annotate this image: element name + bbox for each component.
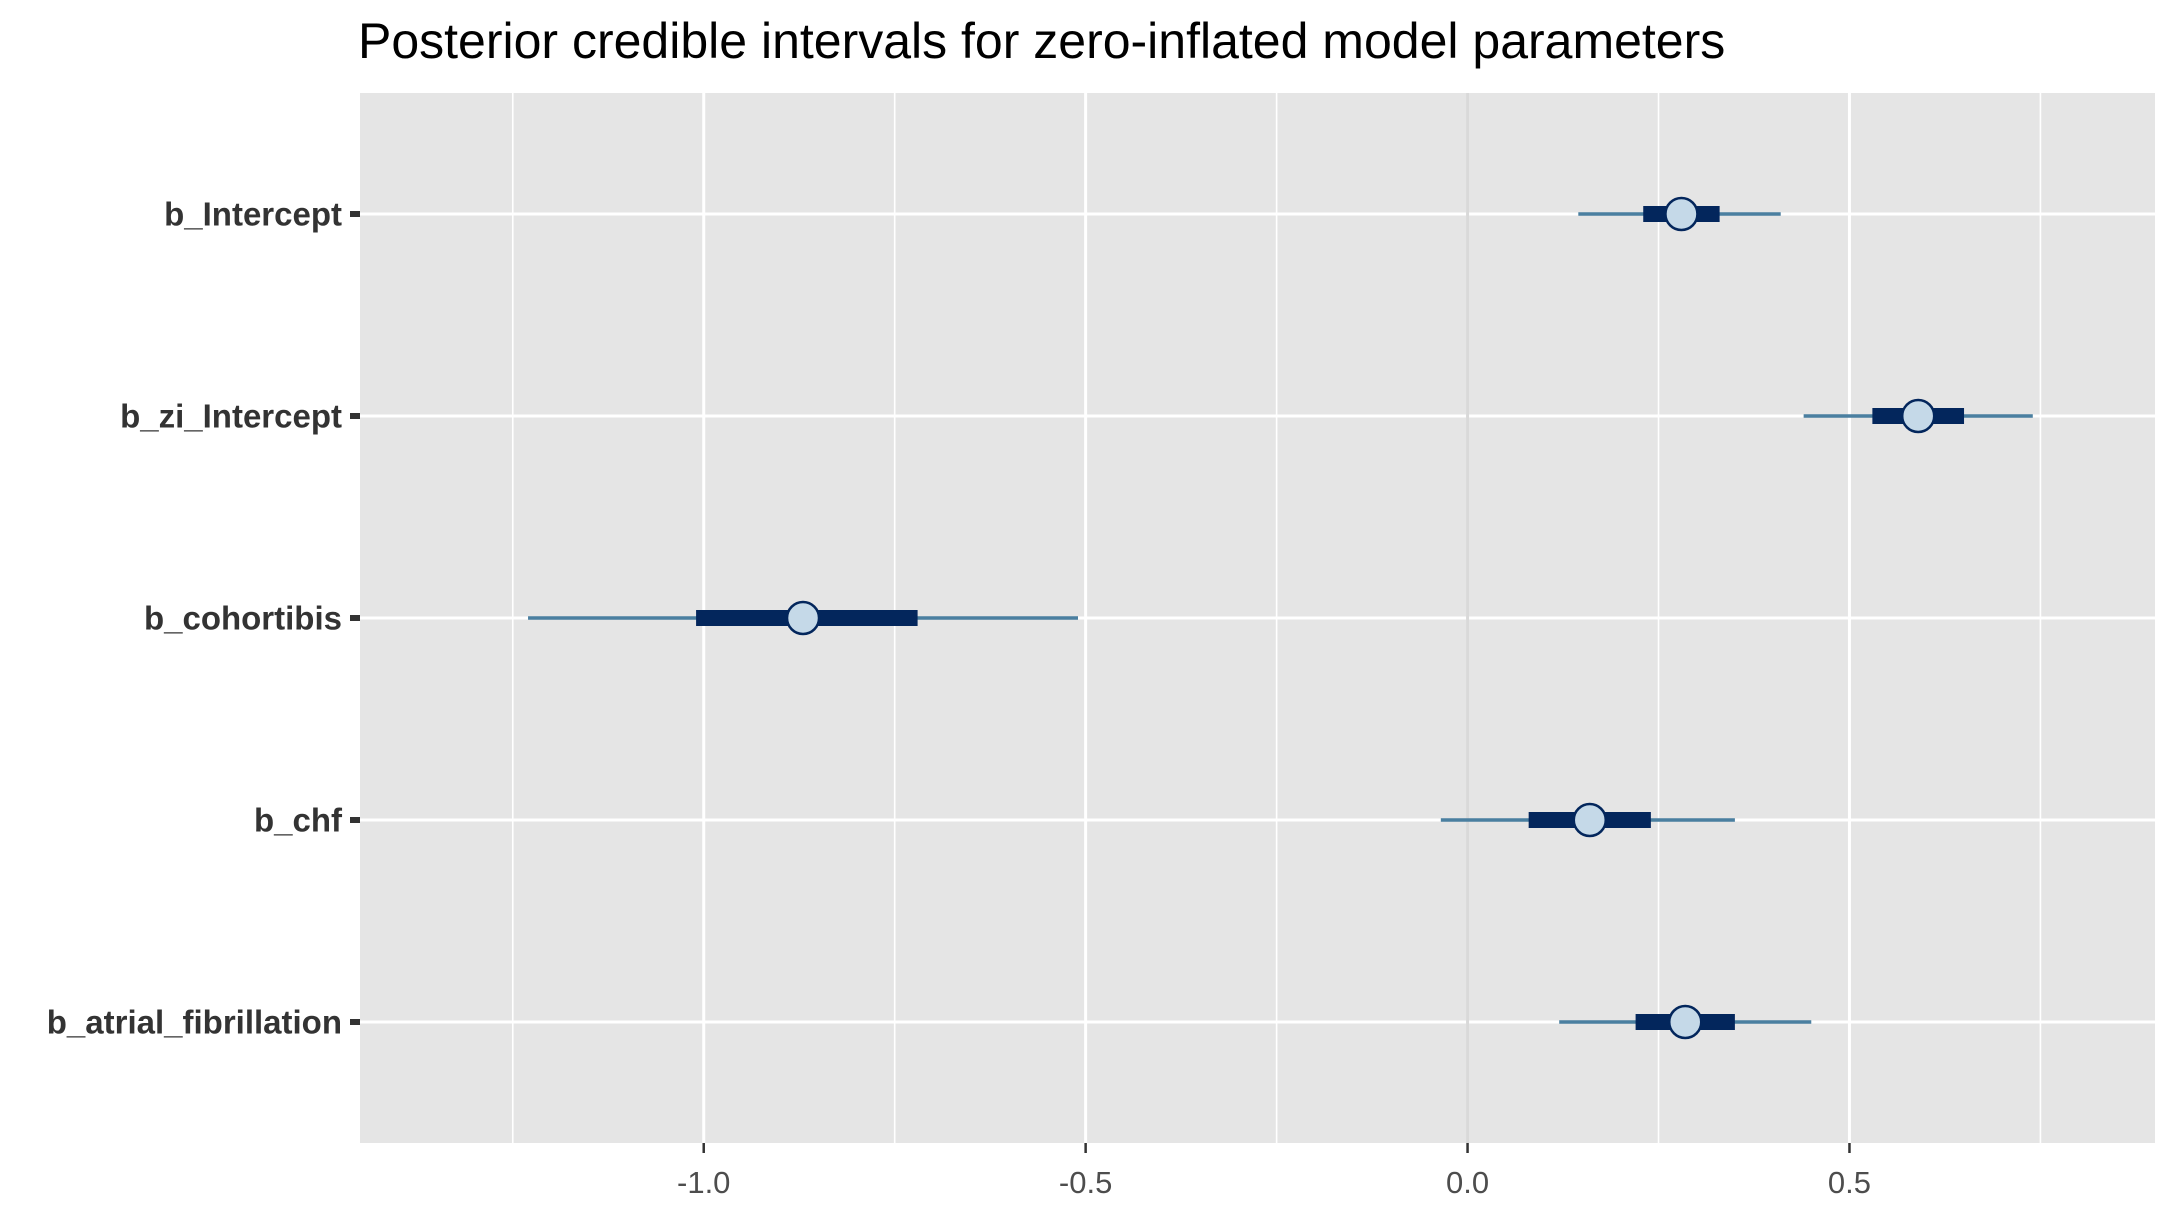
median-point xyxy=(785,600,821,636)
median-point xyxy=(1667,1004,1703,1040)
median-point xyxy=(1664,196,1699,232)
y-tick-label: b_atrial_fibrillation xyxy=(47,1004,342,1041)
x-tick-label: 0.5 xyxy=(1828,1165,1871,1200)
intervals-layer xyxy=(528,196,2033,1040)
median-point xyxy=(1900,398,1936,434)
y-tick-label: b_zi_Intercept xyxy=(120,398,342,435)
x-tick-label: -1.0 xyxy=(677,1165,730,1200)
x-axis: -1.0 -0.5 0.0 0.5 xyxy=(677,1143,1871,1200)
x-tick-label: 0.0 xyxy=(1446,1165,1489,1200)
x-tick-label: -0.5 xyxy=(1059,1165,1112,1200)
y-axis: b_Intercept b_zi_Intercept b_cohortibis b_c… xyxy=(47,196,360,1041)
y-tick-label: b_cohortibis xyxy=(144,600,342,637)
chart-title: Posterior credible intervals for zero-in… xyxy=(358,13,1726,69)
y-tick-label: b_chf xyxy=(254,802,343,839)
y-tick-label: b_Intercept xyxy=(164,196,342,233)
median-point xyxy=(1572,802,1608,838)
